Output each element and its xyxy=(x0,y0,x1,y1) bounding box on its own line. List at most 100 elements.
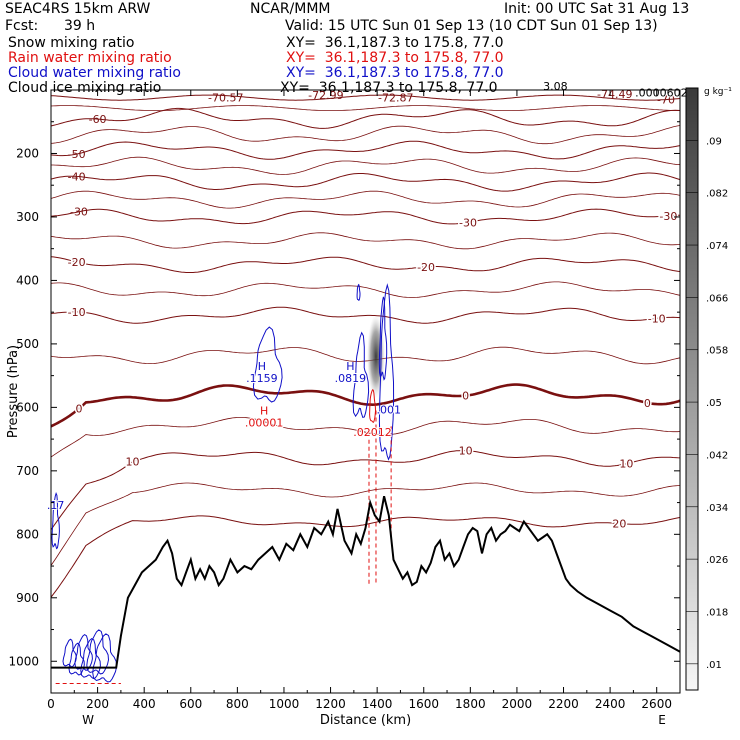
y-tick-label: 200 xyxy=(16,146,39,160)
cloud-water-contour xyxy=(62,638,77,668)
isotherm-label: -30 xyxy=(70,206,88,219)
cloud-water-contour xyxy=(378,283,395,461)
isotherm-line xyxy=(50,449,681,531)
isotherm-label: -20 xyxy=(417,261,435,274)
colorbar-tick-label: .05 xyxy=(706,398,722,409)
y-tick-label: 900 xyxy=(16,591,39,605)
colorbar-tick-label: .026 xyxy=(706,555,728,566)
colorbar-tick-label: .082 xyxy=(706,189,728,200)
cloud-water-contour xyxy=(92,633,118,683)
isotherm-label: -70 xyxy=(657,94,675,107)
isotherm-line xyxy=(50,105,680,111)
valid-time: Valid: 15 UTC Sun 01 Sep 13 (10 CDT Sun … xyxy=(285,18,658,34)
isotherm-line xyxy=(50,107,681,129)
x-tick-label: 2600 xyxy=(641,697,672,711)
extremum-marker: H xyxy=(346,360,354,373)
colorbar-tick-label: .01 xyxy=(706,660,722,671)
colorbar: .09 .082 .074 .066 .058 .05 .042 .034 .026 .018 .0… xyxy=(685,87,732,691)
extremum-value: .02012 xyxy=(353,426,392,439)
y-tick-label: 700 xyxy=(16,464,39,478)
temperature-contours: -70.57 -72.99 -72.87 -74.49 -70 -60 -50 -40 -30 -… xyxy=(50,88,681,598)
terrain-line xyxy=(51,495,681,669)
institution-label: NCAR/MMM xyxy=(250,1,331,17)
x-tick-label: 1600 xyxy=(408,697,439,711)
cloud-water-contour xyxy=(352,331,370,419)
colorbar-tick-label: .066 xyxy=(706,293,728,304)
field-xy-cloud-ice: XY= 36.1,187.3 to 175.8, 77.0 xyxy=(280,80,498,96)
isotherm-label: 10 xyxy=(619,458,633,471)
isotherm-line xyxy=(50,256,681,273)
x-tick-label: 600 xyxy=(179,697,202,711)
y-tick-label: 500 xyxy=(16,337,39,351)
colorbar-tick-label: .09 xyxy=(706,136,722,147)
east-label: E xyxy=(658,713,666,727)
isotherm-label: 20 xyxy=(612,518,626,531)
colorbar-units: g kg⁻¹ xyxy=(704,87,732,97)
x-tick-label: 1000 xyxy=(269,697,300,711)
extremum-value: .17 xyxy=(47,499,65,512)
isotherm-line xyxy=(50,346,681,365)
rain-water-contour xyxy=(369,388,377,423)
colorbar-tick-label: .058 xyxy=(706,346,728,357)
field-xy-cloud-water: XY= 36.1,187.3 to 175.8, 77.0 xyxy=(286,65,504,81)
isotherm-label: -60 xyxy=(89,113,107,126)
extremum-marker: H xyxy=(258,360,266,373)
isotherm-line xyxy=(50,416,681,458)
cloud-water-contour xyxy=(252,326,283,403)
extremum-value: .00001 xyxy=(245,416,284,429)
x-tick-label: 2400 xyxy=(595,697,626,711)
isotherm-label: 0 xyxy=(644,397,651,410)
y-tick-label: 300 xyxy=(16,210,39,224)
isotherm-label: -74.49 xyxy=(597,88,632,101)
terrain-profile xyxy=(51,495,681,669)
isotherm-line xyxy=(50,140,681,160)
extremum-value: .0819 xyxy=(335,372,367,385)
isotherm-line xyxy=(50,383,681,428)
colorbar-tick-label: .074 xyxy=(706,241,728,252)
isotherm-line xyxy=(51,156,681,175)
forecast-hour: 39 h xyxy=(64,18,96,34)
x-tick-label: 2000 xyxy=(502,697,533,711)
y-tick-label: 400 xyxy=(16,273,39,287)
plot-frame xyxy=(50,89,681,694)
isotherm-line xyxy=(50,172,681,192)
isotherm-label: 10 xyxy=(126,456,140,469)
y-tick-label: 600 xyxy=(16,400,39,414)
isotherm-label: -40 xyxy=(68,170,86,183)
x-tick-label: 200 xyxy=(86,697,109,711)
colorbar-tick-label: .018 xyxy=(706,607,728,618)
x-tick-label: 1800 xyxy=(455,697,486,711)
isotherm-line xyxy=(50,232,681,250)
isotherm-label: -10 xyxy=(68,306,86,319)
isotherm-line xyxy=(50,190,681,209)
west-label: W xyxy=(82,713,94,727)
y-tick-label: 800 xyxy=(16,527,39,541)
x-tick-label: 800 xyxy=(226,697,249,711)
isotherm-label: 0 xyxy=(75,403,82,416)
x-tick-label: 2200 xyxy=(548,697,579,711)
extremum-value: .001 xyxy=(377,404,402,417)
isotherm-line xyxy=(50,125,681,145)
cloud-water-contour xyxy=(80,637,101,680)
isotherm-label: 0 xyxy=(462,390,469,403)
colorbar-tick-label: .042 xyxy=(706,450,728,461)
field-xy-rain: XY= 36.1,187.3 to 175.8, 77.0 xyxy=(286,50,504,66)
isotherm-line xyxy=(50,306,681,324)
extremum-value: .1159 xyxy=(246,372,278,385)
x-tick-label: 1400 xyxy=(362,697,393,711)
cloud-water-contour xyxy=(378,296,388,381)
isotherm-label: -30 xyxy=(459,216,477,229)
isotherm-line xyxy=(50,515,681,598)
field-name-rain: Rain water mixing ratio xyxy=(8,50,172,66)
extremum-marker: H xyxy=(260,404,268,417)
colorbar-scale xyxy=(685,87,699,691)
field-name-snow: Snow mixing ratio xyxy=(8,35,135,51)
mixing-ratio-contours: H.1159H.0819H.00001.02012.001.17.0000602… xyxy=(46,79,696,684)
cloud-water-contour xyxy=(51,492,60,550)
isotherm-label: -20 xyxy=(68,256,86,269)
isotherm-label: -50 xyxy=(68,148,86,161)
field-name-cloud-water: Cloud water mixing ratio xyxy=(8,65,181,81)
isotherm-label: -72.99 xyxy=(308,89,343,102)
